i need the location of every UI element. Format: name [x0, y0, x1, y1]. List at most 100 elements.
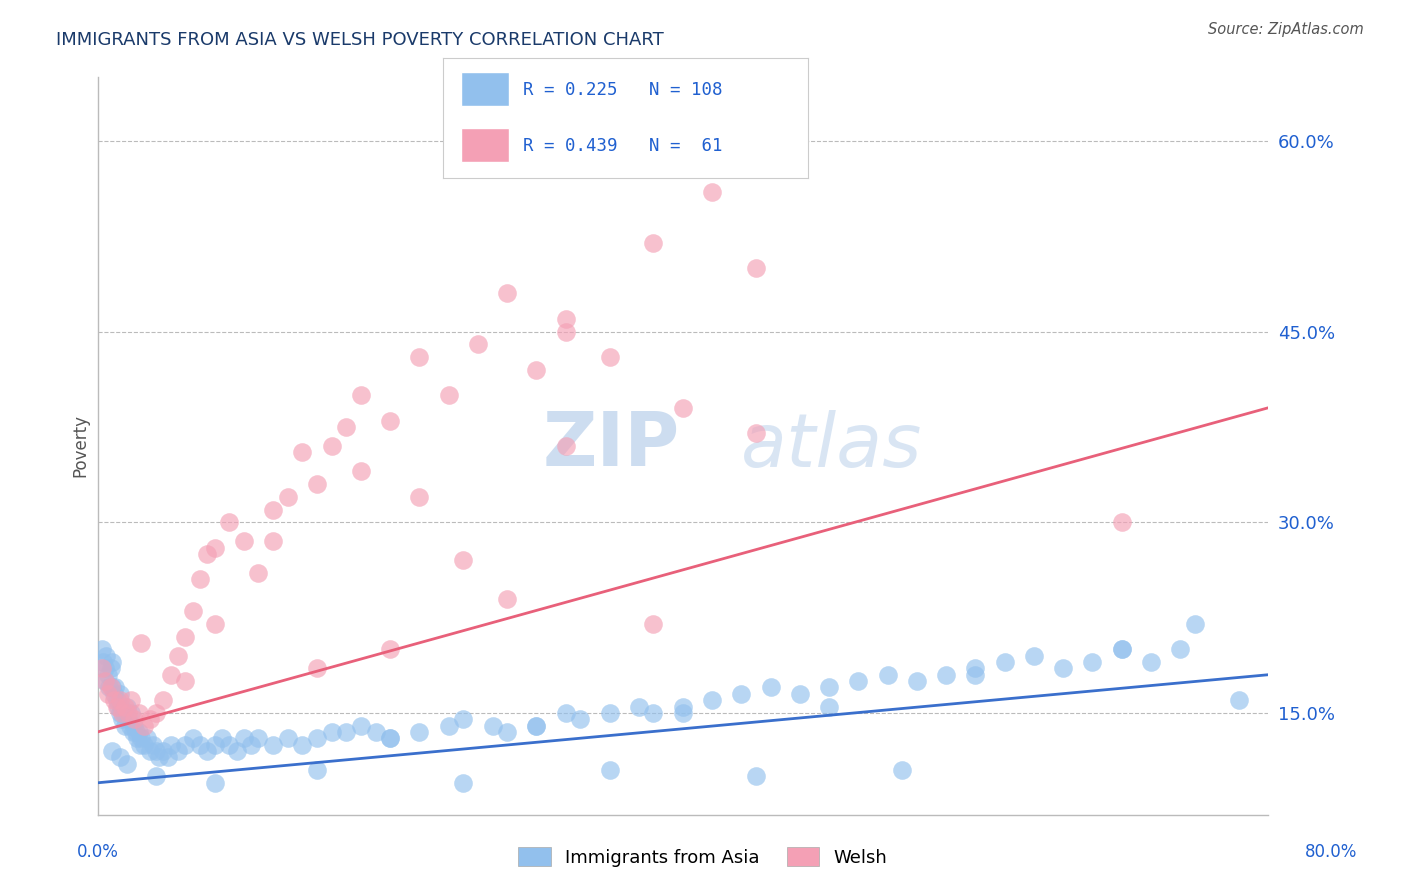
FancyBboxPatch shape [461, 72, 509, 106]
Point [112, 706, 135, 720]
Point [122, 718, 145, 732]
Point [94, 674, 117, 689]
Point [1081, 655, 1104, 669]
Point [105, 693, 128, 707]
Text: R = 0.439   N =  61: R = 0.439 N = 61 [523, 136, 723, 155]
Point [1111, 642, 1133, 657]
Point [481, 718, 503, 732]
Point [152, 693, 174, 707]
Point [496, 591, 519, 606]
Point [91, 642, 114, 657]
Point [745, 426, 768, 441]
Point [730, 687, 752, 701]
Point [526, 718, 548, 732]
Point [1140, 655, 1163, 669]
Point [240, 738, 263, 752]
Point [218, 738, 240, 752]
Point [672, 699, 695, 714]
Point [818, 681, 841, 695]
Point [101, 655, 124, 669]
Point [554, 312, 576, 326]
Point [188, 573, 211, 587]
Point [204, 616, 226, 631]
Point [335, 420, 357, 434]
Point [453, 712, 475, 726]
Point [114, 718, 136, 732]
Point [378, 731, 401, 746]
Point [1052, 661, 1074, 675]
Point [181, 731, 204, 746]
Point [745, 769, 768, 783]
Point [118, 718, 141, 732]
Point [128, 725, 150, 739]
Text: IMMIGRANTS FROM ASIA VS WELSH POVERTY CORRELATION CHART: IMMIGRANTS FROM ASIA VS WELSH POVERTY CO… [56, 31, 664, 49]
Point [232, 731, 254, 746]
Point [408, 350, 430, 364]
Point [96, 648, 118, 663]
Text: Source: ZipAtlas.com: Source: ZipAtlas.com [1208, 22, 1364, 37]
Point [218, 515, 240, 529]
Point [935, 667, 957, 681]
Point [174, 674, 197, 689]
Point [148, 750, 170, 764]
Point [117, 712, 139, 726]
Point [188, 738, 211, 752]
Point [103, 693, 125, 707]
Point [643, 706, 665, 720]
Point [93, 655, 115, 669]
Point [125, 731, 148, 746]
Y-axis label: Poverty: Poverty [72, 415, 89, 477]
Point [195, 744, 218, 758]
Point [672, 401, 695, 415]
Point [97, 687, 120, 701]
Point [136, 731, 159, 746]
Point [599, 763, 621, 777]
Point [965, 661, 987, 675]
Point [247, 731, 270, 746]
Point [97, 667, 120, 681]
Point [305, 477, 328, 491]
Point [277, 490, 299, 504]
Point [965, 667, 987, 681]
Point [305, 661, 328, 675]
Point [305, 763, 328, 777]
Point [437, 388, 460, 402]
Point [672, 706, 695, 720]
Point [818, 699, 841, 714]
Point [496, 725, 519, 739]
Point [174, 738, 197, 752]
FancyBboxPatch shape [461, 128, 509, 161]
Point [378, 731, 401, 746]
Point [94, 674, 117, 689]
Point [204, 738, 226, 752]
Point [134, 738, 156, 752]
Point [105, 699, 128, 714]
Point [134, 718, 156, 732]
Point [174, 630, 197, 644]
Point [759, 681, 782, 695]
Point [321, 725, 343, 739]
Point [98, 681, 121, 695]
Point [124, 725, 146, 739]
Point [131, 731, 153, 746]
Point [103, 687, 125, 701]
Point [526, 718, 548, 732]
Point [195, 547, 218, 561]
Point [142, 738, 165, 752]
Point [305, 731, 328, 746]
Point [262, 738, 284, 752]
Text: 80.0%: 80.0% [1305, 843, 1357, 861]
Point [569, 712, 592, 726]
Point [467, 337, 489, 351]
Point [643, 616, 665, 631]
Point [291, 738, 314, 752]
Point [131, 636, 153, 650]
Legend: Immigrants from Asia, Welsh: Immigrants from Asia, Welsh [512, 840, 894, 874]
Point [111, 712, 134, 726]
Point [335, 725, 357, 739]
Point [789, 687, 811, 701]
Point [378, 642, 401, 657]
Point [108, 693, 131, 707]
Point [554, 439, 576, 453]
Point [643, 235, 665, 250]
